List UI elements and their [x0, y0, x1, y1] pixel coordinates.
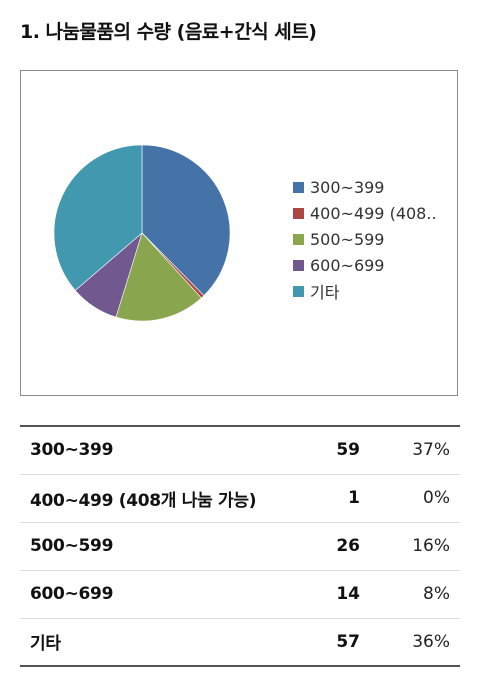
results-table: 300~399 59 37% 400~499 (408개 나눔 가능) 1 0% 500~5…	[20, 425, 460, 667]
chart-container: 300~399 400~499 (408.. 500~599 600~699 기타	[20, 70, 458, 396]
legend-label: 기타	[310, 283, 340, 302]
row-label: 400~499 (408개 나눔 가능)	[20, 473, 290, 522]
table-row: 600~699 14 8%	[20, 569, 460, 618]
legend-item: 기타	[293, 278, 448, 304]
table-row: 500~599 26 16%	[20, 521, 460, 570]
row-count: 26	[290, 521, 370, 570]
row-percent: 37%	[412, 440, 450, 461]
table-row: 400~499 (408개 나눔 가능) 1 0%	[20, 473, 460, 522]
legend-label: 400~499 (408..	[310, 203, 437, 223]
legend-label: 300~399	[310, 177, 385, 197]
legend-label: 500~599	[310, 229, 385, 249]
table-row: 300~399 59 37%	[20, 426, 460, 474]
row-label: 300~399	[30, 440, 114, 461]
legend-swatch	[293, 285, 304, 297]
legend-item: 500~599	[293, 226, 448, 252]
pie-chart	[53, 144, 231, 322]
legend-item: 300~399	[293, 174, 448, 200]
legend-swatch	[293, 233, 304, 245]
legend-item: 600~699	[293, 252, 448, 278]
pie-slice-5	[53, 144, 143, 291]
row-count: 57	[290, 617, 370, 666]
page-title: 1. 나눔물품의 수량 (음료+간식 세트)	[20, 21, 317, 43]
legend-swatch	[293, 259, 304, 271]
legend-swatch	[293, 207, 304, 219]
legend-item: 400~499 (408..	[293, 200, 448, 226]
row-label: 600~699	[20, 569, 290, 618]
row-count: 1	[290, 473, 370, 522]
legend-label: 600~699	[310, 255, 385, 275]
table-row: 기타 57 36%	[20, 617, 460, 666]
row-label: 기타	[20, 617, 290, 666]
row-percent: 8%	[370, 569, 460, 618]
row-count: 59	[336, 440, 360, 461]
legend-swatch	[293, 181, 304, 193]
row-label: 500~599	[20, 521, 290, 570]
pie-slice-1	[141, 144, 231, 296]
chart-legend: 300~399 400~499 (408.. 500~599 600~699 기타	[293, 174, 448, 304]
row-count: 14	[290, 569, 370, 618]
pie-slice-3	[115, 232, 202, 322]
row-percent: 36%	[370, 617, 460, 666]
row-percent: 16%	[370, 521, 460, 570]
row-percent: 0%	[370, 473, 460, 522]
